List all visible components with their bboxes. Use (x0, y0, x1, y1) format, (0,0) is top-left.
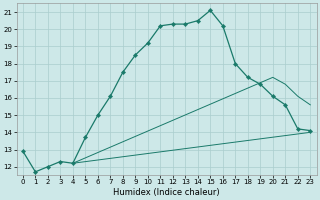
X-axis label: Humidex (Indice chaleur): Humidex (Indice chaleur) (113, 188, 220, 197)
